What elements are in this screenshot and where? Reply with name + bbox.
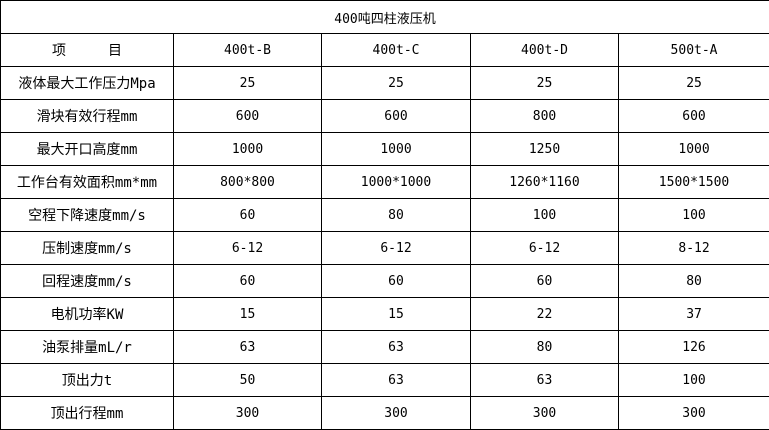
header-model: 400t-D	[470, 33, 619, 67]
row-value: 6-12	[470, 231, 619, 265]
header-model: 400t-C	[321, 33, 471, 67]
row-value: 80	[617, 264, 769, 298]
row-value: 600	[321, 99, 471, 133]
row-value: 6-12	[321, 231, 471, 265]
row-label: 顶出行程mm	[0, 396, 174, 430]
row-label: 压制速度mm/s	[0, 231, 174, 265]
table-row: 最大开口高度mm 1000 1000 1250 1000	[0, 132, 769, 166]
row-label: 空程下降速度mm/s	[0, 198, 174, 232]
row-value: 1260*1160	[470, 165, 619, 199]
row-value: 600	[173, 99, 322, 133]
header-model: 400t-B	[173, 33, 322, 67]
row-value: 60	[173, 264, 322, 298]
row-value: 800*800	[173, 165, 322, 199]
title-row: 400吨四柱液压机	[0, 0, 769, 34]
header-model: 500t-A	[617, 33, 769, 67]
row-value: 15	[321, 297, 471, 331]
row-value: 63	[470, 363, 619, 397]
row-value: 100	[617, 198, 769, 232]
row-value: 63	[173, 330, 322, 364]
table-row: 油泵排量mL/r 63 63 80 126	[0, 330, 769, 364]
header-item: 项 目	[0, 33, 174, 67]
table-row: 压制速度mm/s 6-12 6-12 6-12 8-12	[0, 231, 769, 265]
row-value: 37	[617, 297, 769, 331]
row-value: 6-12	[173, 231, 322, 265]
table-row: 液体最大工作压力Mpa 25 25 25 25	[0, 66, 769, 100]
row-value: 22	[470, 297, 619, 331]
table-row: 回程速度mm/s 60 60 60 80	[0, 264, 769, 298]
row-value: 600	[617, 99, 769, 133]
row-value: 25	[173, 66, 322, 100]
row-label: 工作台有效面积mm*mm	[0, 165, 174, 199]
row-label: 顶出力t	[0, 363, 174, 397]
row-label: 电机功率KW	[0, 297, 174, 331]
row-value: 63	[321, 363, 471, 397]
row-value: 80	[470, 330, 619, 364]
row-value: 60	[173, 198, 322, 232]
row-value: 1250	[470, 132, 619, 166]
row-value: 15	[173, 297, 322, 331]
row-value: 1000	[617, 132, 769, 166]
table-row: 滑块有效行程mm 600 600 800 600	[0, 99, 769, 133]
row-value: 300	[617, 396, 769, 430]
row-value: 8-12	[617, 231, 769, 265]
row-value: 1000	[173, 132, 322, 166]
row-value: 25	[470, 66, 619, 100]
row-value: 1000*1000	[321, 165, 471, 199]
header-row: 项 目 400t-B 400t-C 400t-D 500t-A	[0, 33, 769, 67]
row-value: 100	[617, 363, 769, 397]
row-value: 800	[470, 99, 619, 133]
row-value: 60	[470, 264, 619, 298]
row-label: 液体最大工作压力Mpa	[0, 66, 174, 100]
table-row: 电机功率KW 15 15 22 37	[0, 297, 769, 331]
row-value: 300	[470, 396, 619, 430]
table-row: 空程下降速度mm/s 60 80 100 100	[0, 198, 769, 232]
row-label: 最大开口高度mm	[0, 132, 174, 166]
table-row: 顶出力t 50 63 63 100	[0, 363, 769, 397]
row-value: 300	[321, 396, 471, 430]
row-value: 25	[617, 66, 769, 100]
row-value: 63	[321, 330, 471, 364]
row-label: 回程速度mm/s	[0, 264, 174, 298]
row-value: 1000	[321, 132, 471, 166]
table-title: 400吨四柱液压机	[0, 0, 769, 34]
row-label: 油泵排量mL/r	[0, 330, 174, 364]
row-label: 滑块有效行程mm	[0, 99, 174, 133]
row-value: 126	[617, 330, 769, 364]
row-value: 1500*1500	[617, 165, 769, 199]
row-value: 300	[173, 396, 322, 430]
row-value: 100	[470, 198, 619, 232]
row-value: 80	[321, 198, 471, 232]
table-row: 顶出行程mm 300 300 300 300	[0, 396, 769, 430]
row-value: 25	[321, 66, 471, 100]
table-row: 工作台有效面积mm*mm 800*800 1000*1000 1260*1160 150…	[0, 165, 769, 199]
row-value: 50	[173, 363, 322, 397]
row-value: 60	[321, 264, 471, 298]
